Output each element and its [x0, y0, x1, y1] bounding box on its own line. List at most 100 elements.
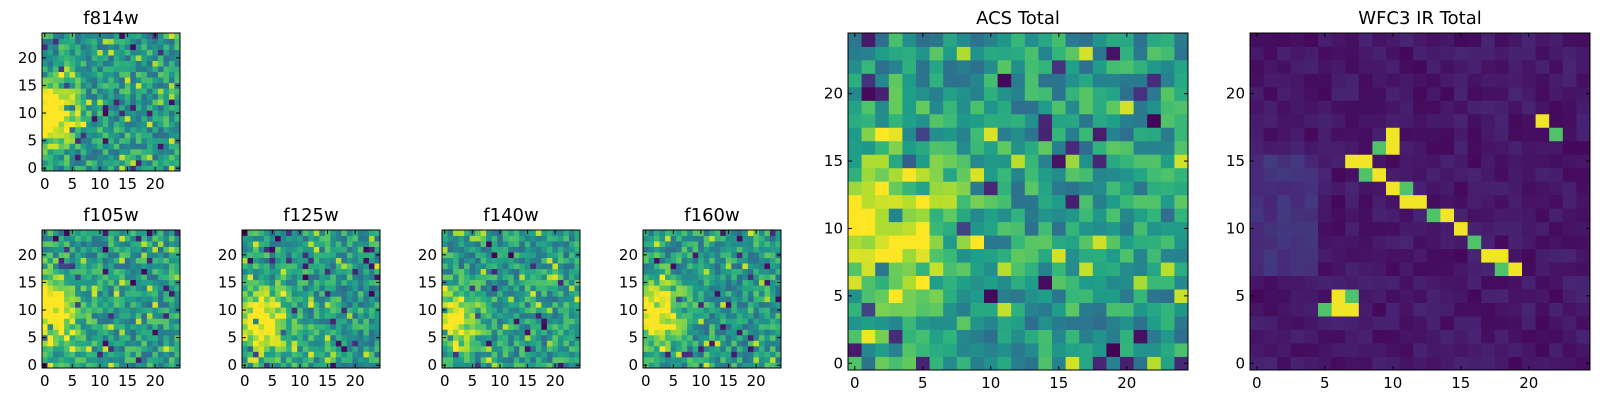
heatmap-cell [247, 252, 254, 258]
heatmap-cell [458, 351, 465, 358]
heatmap-cell [53, 148, 59, 155]
heatmap-cell [1386, 113, 1400, 128]
heatmap-cell [861, 221, 876, 236]
heatmap-cell [141, 132, 148, 139]
heatmap-cell [568, 323, 575, 330]
heatmap-cell [725, 263, 732, 270]
heatmap-cell [58, 99, 65, 106]
heatmap-cell [119, 340, 126, 347]
heatmap-cell [1345, 73, 1360, 88]
heatmap-cell [141, 334, 148, 341]
heatmap-cell [557, 257, 564, 264]
heatmap-cell [286, 318, 293, 325]
heatmap-cell [875, 262, 890, 277]
heatmap-cell [1386, 86, 1400, 101]
heatmap-cell [102, 296, 109, 303]
heatmap-cell [97, 307, 104, 314]
heatmap-cell [1024, 302, 1039, 317]
heatmap-cell [692, 257, 699, 264]
heatmap-cell [929, 302, 944, 317]
heatmap-cell [497, 351, 504, 358]
heatmap-cell [698, 329, 705, 336]
heatmap-cell [1331, 356, 1346, 371]
heatmap-cell [848, 194, 862, 209]
heatmap-cell [769, 246, 776, 253]
heatmap-cell [363, 235, 370, 242]
heatmap-cell [1522, 316, 1536, 330]
heatmap-cell [1413, 181, 1428, 196]
heatmap-cell [1576, 262, 1591, 277]
heatmap-cell [902, 343, 917, 357]
heatmap-cell [943, 127, 958, 142]
heatmap-cell [286, 329, 293, 336]
heatmap-cell [888, 113, 903, 128]
heatmap-cell [119, 312, 126, 319]
heatmap-cell [75, 143, 82, 150]
heatmap-cell [1358, 343, 1373, 357]
heatmap-cell [535, 274, 542, 281]
heatmap-cell [563, 323, 570, 330]
heatmap-cell [1160, 289, 1175, 303]
heatmap-cell [1535, 275, 1550, 290]
heatmap-cell [97, 110, 104, 117]
y-tick-label: 15 [1226, 152, 1245, 170]
heatmap-cell [1345, 33, 1360, 47]
heatmap-cell [1304, 46, 1319, 61]
heatmap-cell [1481, 127, 1496, 142]
heatmap-cell [1562, 140, 1577, 155]
heatmap-cell [152, 268, 159, 275]
heatmap-cell [130, 268, 137, 275]
heatmap-cell [346, 279, 353, 286]
heatmap-cell [1426, 262, 1441, 277]
heatmap-cell [659, 230, 666, 236]
heatmap-cell [253, 318, 259, 325]
heatmap-cell [1160, 329, 1175, 344]
heatmap-cell [163, 93, 170, 100]
heatmap-cell [1133, 154, 1148, 169]
heatmap-cell [80, 93, 87, 100]
heatmap-cell [97, 104, 104, 111]
heatmap-cell [731, 257, 738, 264]
heatmap-cell [1120, 302, 1134, 317]
plot-frame [41, 32, 181, 172]
heatmap-cell [135, 290, 142, 297]
heatmap-cell [341, 268, 348, 275]
heatmap-cell [698, 279, 705, 286]
heatmap-cell [58, 60, 65, 67]
heatmap-cell [330, 252, 337, 258]
heatmap-cell [1494, 289, 1509, 303]
heatmap-cell [943, 329, 958, 344]
heatmap-cell [157, 33, 164, 39]
heatmap-cell [643, 257, 649, 264]
heatmap-cell [141, 115, 148, 122]
heatmap-cell [1106, 275, 1121, 290]
heatmap-cell [916, 100, 930, 115]
heatmap-cell [113, 77, 120, 84]
heatmap-cell [113, 66, 120, 73]
heatmap-cell [64, 312, 70, 319]
heatmap-cell [1358, 86, 1373, 101]
heatmap-cell [984, 221, 998, 236]
heatmap-cell [64, 137, 70, 144]
heatmap-cell [1508, 100, 1523, 115]
heatmap-cell [91, 77, 98, 84]
heatmap-cell [720, 318, 727, 325]
heatmap-cell [769, 345, 776, 352]
heatmap-cell [346, 290, 353, 297]
heatmap-cell [146, 263, 153, 270]
heatmap-cell [1277, 221, 1292, 236]
heatmap-cell [552, 252, 559, 258]
heatmap-cell [1481, 329, 1496, 344]
heatmap-cell [91, 55, 98, 61]
heatmap-cell [442, 329, 448, 336]
heatmap-cell [102, 263, 109, 270]
heatmap-cell [1399, 221, 1414, 236]
heatmap-cell [258, 323, 265, 330]
heatmap-cell [736, 296, 743, 303]
heatmap-cell [264, 290, 270, 297]
heatmap-cell [1038, 248, 1053, 263]
heatmap-cell [519, 279, 526, 286]
heatmap-cell [687, 312, 694, 319]
x-tick-label: 10 [691, 372, 710, 390]
heatmap-cell [1345, 181, 1360, 196]
